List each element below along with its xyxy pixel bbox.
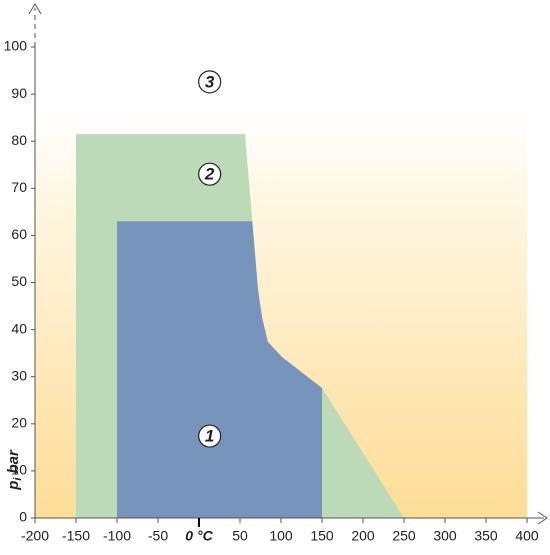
y-tick-label: 50 [11,273,27,289]
x-tick-label: 100 [269,528,293,544]
y-tick-label: 100 [4,38,28,54]
x-axis-arrow [537,511,548,525]
y-tick-label: 40 [11,320,27,336]
annotation-circle [198,424,222,448]
x-tick-label: 0 °C [185,528,213,544]
annotation-circle [198,70,222,94]
annotation-label: 3 [205,72,215,91]
y-tick-label: 20 [11,415,27,431]
x-tick-label: -150 [62,528,90,544]
x-tick-label: 150 [310,528,334,544]
annotation-circle [198,162,222,186]
y-label-sub: i [12,477,24,481]
x-tick-label: -100 [103,528,131,544]
plot [76,134,404,518]
y-tick-label: 70 [11,179,27,195]
x-tick-label: -50 [148,528,168,544]
x-tick-label: 400 [515,528,539,544]
y-tick-label: 30 [11,367,27,383]
x-tick-label: -200 [21,528,49,544]
y-label-main: p [5,481,22,491]
x-tick-label: 50 [232,528,248,544]
y-tick-label: 90 [11,85,27,101]
annotation-label: 1 [205,427,214,446]
y-tick-label: 10 [11,462,27,478]
x-tick-label: 300 [433,528,457,544]
x-tick-label: 250 [392,528,416,544]
y-tick-label: 0 [19,509,27,525]
y-label-unit: bar [5,449,22,474]
x-tick-label: 350 [474,528,498,544]
annotation-label: 2 [204,165,215,184]
x-tick-label: 200 [351,528,375,544]
y-axis-arrow [28,3,42,15]
y-axis-label: pi bar [5,449,24,491]
y-tick-label: 60 [11,226,27,242]
y-tick-label: 80 [11,132,27,148]
region [117,221,322,518]
